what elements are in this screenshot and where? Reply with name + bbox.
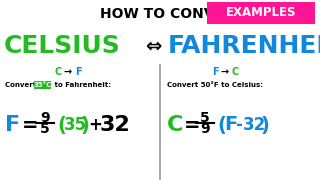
Text: 9: 9 xyxy=(200,122,210,136)
Text: →: → xyxy=(64,67,72,77)
Text: FAHRENHEIT: FAHRENHEIT xyxy=(168,34,320,58)
Text: CELSIUS: CELSIUS xyxy=(4,34,121,58)
Text: -: - xyxy=(235,116,242,134)
FancyBboxPatch shape xyxy=(207,2,315,24)
Text: ⇔: ⇔ xyxy=(145,37,161,55)
Text: 32: 32 xyxy=(243,116,266,134)
Text: F: F xyxy=(224,116,237,134)
Text: HOW TO CONVERT: HOW TO CONVERT xyxy=(100,7,244,21)
Text: to Fahrenheit:: to Fahrenheit: xyxy=(52,82,111,88)
Text: F: F xyxy=(5,115,20,135)
Text: 35°C: 35°C xyxy=(33,82,52,88)
Text: Convert: Convert xyxy=(5,82,39,88)
Text: 5: 5 xyxy=(200,111,210,125)
Text: 9: 9 xyxy=(40,111,50,125)
Text: =: = xyxy=(184,116,201,134)
Text: F: F xyxy=(212,67,218,77)
Text: Convert 50°F to Celsius:: Convert 50°F to Celsius: xyxy=(167,82,263,88)
Text: (: ( xyxy=(57,116,66,134)
Text: 35: 35 xyxy=(64,116,87,134)
Text: ): ) xyxy=(260,116,269,134)
Text: C: C xyxy=(54,67,62,77)
Text: EXAMPLES: EXAMPLES xyxy=(226,6,296,19)
Text: →: → xyxy=(221,67,229,77)
Text: =: = xyxy=(22,116,38,134)
Text: C: C xyxy=(231,67,239,77)
Text: +: + xyxy=(88,116,102,134)
FancyBboxPatch shape xyxy=(34,81,51,89)
Text: 32: 32 xyxy=(100,115,131,135)
Text: ): ) xyxy=(80,116,89,134)
Text: (: ( xyxy=(217,116,226,134)
Text: F: F xyxy=(75,67,81,77)
Text: 5: 5 xyxy=(40,122,50,136)
Text: C: C xyxy=(167,115,183,135)
